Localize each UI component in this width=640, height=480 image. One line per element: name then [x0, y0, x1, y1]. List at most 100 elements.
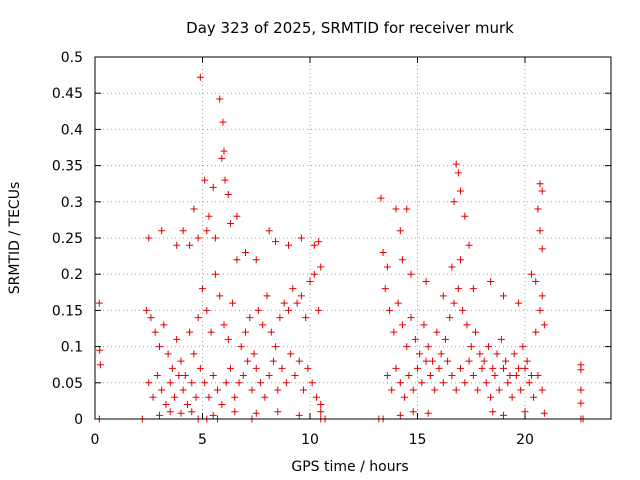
data-point [472, 328, 480, 336]
axis-ticks [94, 56, 611, 420]
data-point [521, 364, 529, 372]
data-point [233, 256, 241, 264]
data-point [237, 343, 245, 351]
data-point [226, 220, 234, 228]
data-point [205, 393, 213, 401]
data-point [491, 372, 499, 380]
data-point [145, 234, 153, 242]
data-point [532, 277, 540, 285]
data-point [493, 350, 501, 358]
data-point [308, 379, 316, 387]
data-point [452, 160, 460, 168]
data-point [201, 379, 209, 387]
data-point [317, 401, 325, 409]
x-tick-label: 10 [301, 432, 319, 448]
data-point [173, 241, 181, 249]
data-point [285, 241, 292, 249]
data-point [411, 335, 419, 343]
data-point [168, 364, 176, 372]
data-point [179, 386, 187, 394]
data-point [158, 227, 166, 235]
data-point [386, 306, 394, 314]
data-point [317, 263, 325, 271]
data-point [276, 314, 284, 322]
data-point [396, 411, 404, 419]
data-point [540, 409, 548, 417]
data-point [450, 198, 458, 206]
data-point [377, 194, 385, 202]
data-point [289, 285, 297, 293]
data-point [96, 346, 104, 354]
y-tick-label: 0.05 [52, 376, 83, 392]
data-point [454, 285, 462, 293]
data-point [407, 270, 415, 278]
data-point [538, 245, 546, 253]
data-point [457, 187, 464, 195]
data-point [392, 205, 400, 213]
data-point [96, 361, 104, 369]
tick-labels: 0 0.05 0.1 0.15 0.2 0.25 0.3 0.35 0.4 0.45 0.5 0 5 10… [52, 50, 534, 448]
data-point [577, 386, 585, 394]
data-point [287, 350, 295, 358]
data-point [183, 401, 191, 409]
y-tick-label: 0.4 [61, 122, 83, 138]
data-point [459, 306, 467, 314]
data-point [510, 350, 518, 358]
data-point [420, 321, 428, 329]
data-point [424, 343, 432, 351]
data-point [457, 364, 464, 372]
data-point [527, 270, 535, 278]
data-point [317, 408, 325, 416]
data-point [416, 350, 424, 358]
data-point [194, 234, 202, 242]
data-point [409, 408, 417, 416]
grid-lines [95, 57, 611, 419]
data-point [164, 350, 172, 358]
data-point [469, 372, 477, 380]
data-point [207, 328, 215, 336]
data-point [315, 306, 323, 314]
data-point [209, 411, 217, 419]
data-point [577, 399, 585, 407]
data-point [429, 357, 437, 365]
data-point [160, 321, 168, 329]
data-point [190, 350, 198, 358]
data-point [439, 292, 447, 300]
y-tick-label: 0.15 [52, 303, 83, 319]
data-point [173, 335, 181, 343]
data-point [489, 364, 497, 372]
data-point [259, 321, 267, 329]
data-point [437, 350, 445, 358]
data-point [454, 169, 462, 177]
data-point [538, 386, 546, 394]
data-point [257, 379, 265, 387]
data-point [203, 227, 211, 235]
data-point [394, 299, 402, 307]
data-point [149, 393, 157, 401]
data-point [231, 408, 239, 416]
data-point [175, 372, 183, 380]
data-point [211, 270, 219, 278]
data-point [500, 292, 507, 300]
data-point [388, 386, 396, 394]
data-point [295, 357, 303, 365]
y-tick-label: 0.45 [52, 86, 83, 102]
x-axis-label: GPS time / hours [291, 459, 408, 475]
data-point [538, 292, 546, 300]
data-point [203, 306, 211, 314]
data-point [192, 393, 200, 401]
data-point [209, 183, 217, 191]
data-point [476, 350, 484, 358]
data-point [250, 350, 258, 358]
data-point [265, 227, 273, 235]
data-point [179, 227, 187, 235]
data-point [536, 306, 544, 314]
data-point [302, 314, 310, 322]
data-point [295, 411, 303, 419]
y-tick-label: 0.5 [61, 50, 83, 66]
data-point [188, 408, 196, 416]
plot-frame [94, 56, 612, 420]
data-point [282, 379, 290, 387]
data-point [461, 379, 469, 387]
